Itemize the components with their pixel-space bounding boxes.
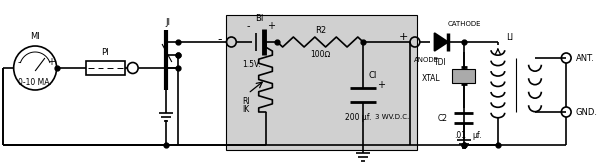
Text: +: +	[47, 57, 55, 67]
Text: BI: BI	[256, 14, 264, 23]
Text: 200 μf.: 200 μf.	[345, 113, 371, 122]
Text: 3 WV.D.C.: 3 WV.D.C.	[376, 114, 410, 120]
Text: LI: LI	[506, 33, 513, 42]
Text: ANODE: ANODE	[414, 57, 439, 63]
Text: +: +	[268, 21, 275, 31]
Text: CI: CI	[369, 70, 377, 79]
Text: 100Ω: 100Ω	[310, 49, 331, 58]
Text: MI: MI	[30, 32, 40, 41]
Polygon shape	[434, 33, 448, 51]
Text: RI: RI	[242, 97, 250, 106]
Text: 1.5V.: 1.5V.	[242, 59, 261, 68]
Text: CATHODE: CATHODE	[448, 21, 482, 27]
Text: 0-10 MA.: 0-10 MA.	[18, 77, 52, 87]
Text: .01: .01	[454, 131, 466, 140]
Text: -: -	[246, 21, 250, 31]
Text: μf.: μf.	[473, 131, 482, 140]
Text: +: +	[377, 80, 385, 90]
Text: GND.: GND.	[576, 108, 598, 117]
Text: -: -	[217, 34, 222, 46]
Bar	[452, 69, 475, 83]
Text: C2: C2	[438, 114, 448, 123]
Text: XTAL: XTAL	[422, 73, 440, 82]
Text: TDI: TDI	[434, 57, 446, 66]
Text: IK: IK	[242, 105, 250, 114]
Bar	[86, 61, 125, 75]
Text: ANT.: ANT.	[576, 53, 595, 62]
Text: JI: JI	[166, 18, 170, 27]
Bar	[226, 15, 417, 150]
Text: R2: R2	[314, 26, 326, 35]
Text: +: +	[398, 32, 408, 42]
Text: PI: PI	[101, 47, 109, 56]
Text: -: -	[18, 57, 21, 67]
